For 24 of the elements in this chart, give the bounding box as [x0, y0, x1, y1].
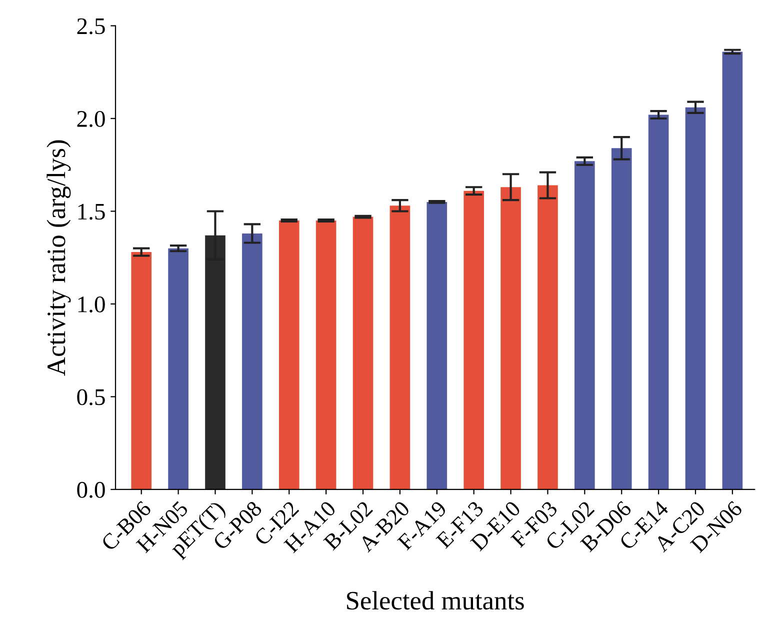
y-tick-label: 1.0	[78, 296, 105, 312]
bar	[611, 148, 632, 490]
bar	[316, 220, 336, 490]
bar	[500, 187, 521, 490]
x-axis-title: Selected mutants	[347, 591, 524, 610]
bar	[464, 190, 484, 490]
bar	[574, 161, 595, 490]
y-tick-label: 1.5	[78, 204, 105, 220]
y-tick-label: 0.5	[77, 389, 105, 406]
bar	[168, 248, 188, 490]
y-axis-title: Activity ratio (arg/lys)	[46, 140, 71, 376]
bar	[131, 252, 152, 490]
bar	[685, 107, 706, 490]
y-tick-label: 0.0	[77, 482, 105, 498]
bar	[648, 114, 669, 490]
bar	[278, 220, 300, 490]
bar	[426, 202, 448, 490]
y-tick-label: 2.5	[77, 18, 105, 34]
y-tick-label: 2.0	[77, 110, 105, 128]
bar	[390, 206, 410, 490]
bar	[722, 52, 743, 490]
bar	[242, 233, 262, 490]
bar	[352, 216, 374, 490]
bar	[538, 185, 558, 490]
